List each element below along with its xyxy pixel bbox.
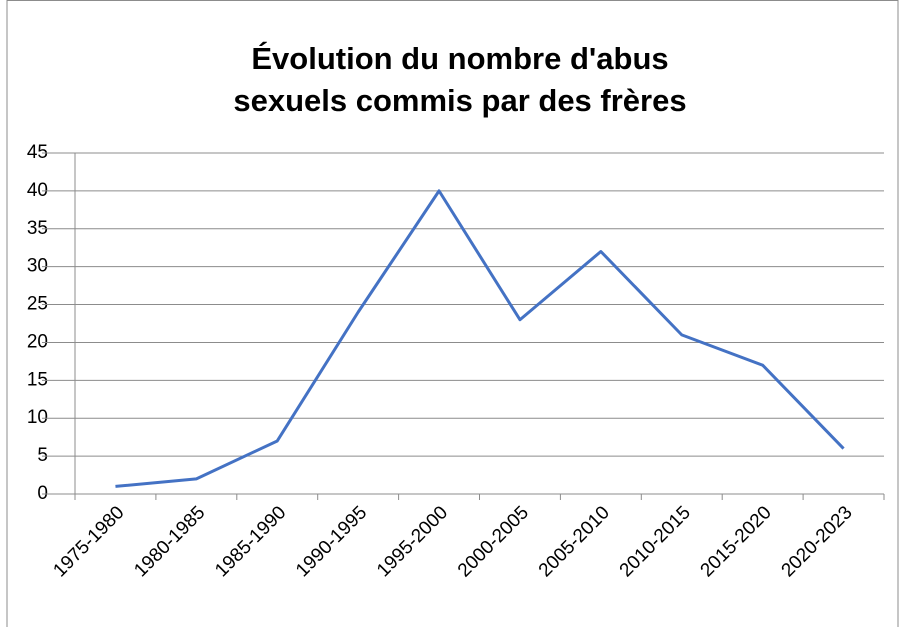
y-tick-label: 15 <box>27 369 48 390</box>
y-tick-label: 10 <box>27 407 48 428</box>
y-tick-label: 35 <box>27 218 48 239</box>
y-tick-label: 40 <box>27 180 48 201</box>
x-tick-label: 2010-2015 <box>616 502 695 581</box>
x-tick-label: 2020-2023 <box>778 502 857 581</box>
y-tick-label: 45 <box>27 142 48 163</box>
y-tick-label: 25 <box>27 294 48 315</box>
y-tick-label: 20 <box>27 331 48 352</box>
series-line <box>115 189 845 488</box>
x-tick-label: 1975-1980 <box>49 502 128 581</box>
x-tick-label: 1985-1990 <box>211 502 290 581</box>
x-tick-label: 1990-1995 <box>292 502 371 581</box>
x-tick-label: 2015-2020 <box>697 502 776 581</box>
y-tick-label: 30 <box>27 256 48 277</box>
x-tick-label: 1980-1985 <box>130 502 209 581</box>
x-tick-label: 2000-2005 <box>454 502 533 581</box>
chart-title: Évolution du nombre d'abus sexuels commi… <box>233 41 687 118</box>
x-tick-label: 1995-2000 <box>373 502 452 581</box>
x-tick-label: 2005-2010 <box>535 502 614 581</box>
chart-frame <box>6 0 899 627</box>
